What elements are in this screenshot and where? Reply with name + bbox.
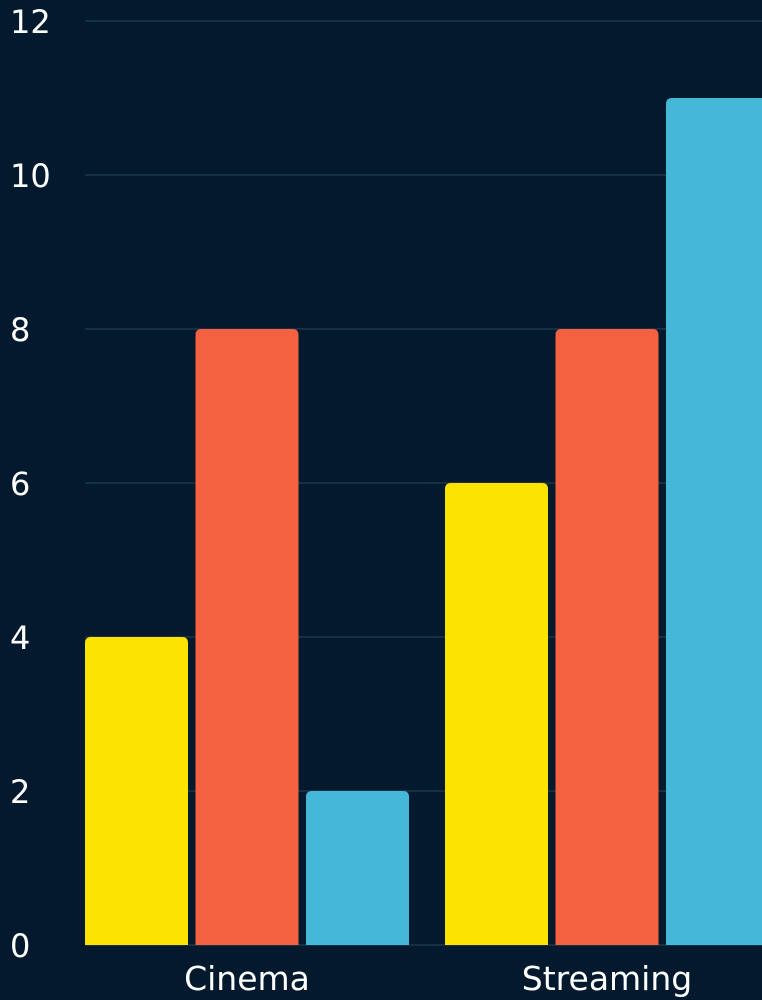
bar-cinema-series-3 [306, 791, 409, 945]
bar-streaming-series-2 [555, 329, 659, 945]
x-tick-label-cinema: Cinema [184, 959, 310, 998]
y-tick-label: 6 [10, 465, 30, 503]
bar-streaming-series-3 [666, 98, 762, 945]
y-axis-ticks: 0 2 4 6 8 10 12 [10, 3, 51, 965]
x-axis-ticks: Cinema Streaming [184, 959, 692, 998]
y-tick-label: 0 [10, 927, 30, 965]
bar-cinema-series-1 [85, 637, 188, 945]
y-tick-label: 8 [10, 311, 30, 349]
y-tick-label: 10 [10, 157, 51, 195]
bar-streaming-series-1 [445, 483, 548, 945]
x-tick-label-streaming: Streaming [522, 959, 692, 998]
bars [85, 98, 762, 945]
bar-cinema-series-2 [195, 329, 299, 945]
y-tick-label: 12 [10, 3, 51, 41]
y-tick-label: 4 [10, 619, 30, 657]
y-tick-label: 2 [10, 773, 30, 811]
